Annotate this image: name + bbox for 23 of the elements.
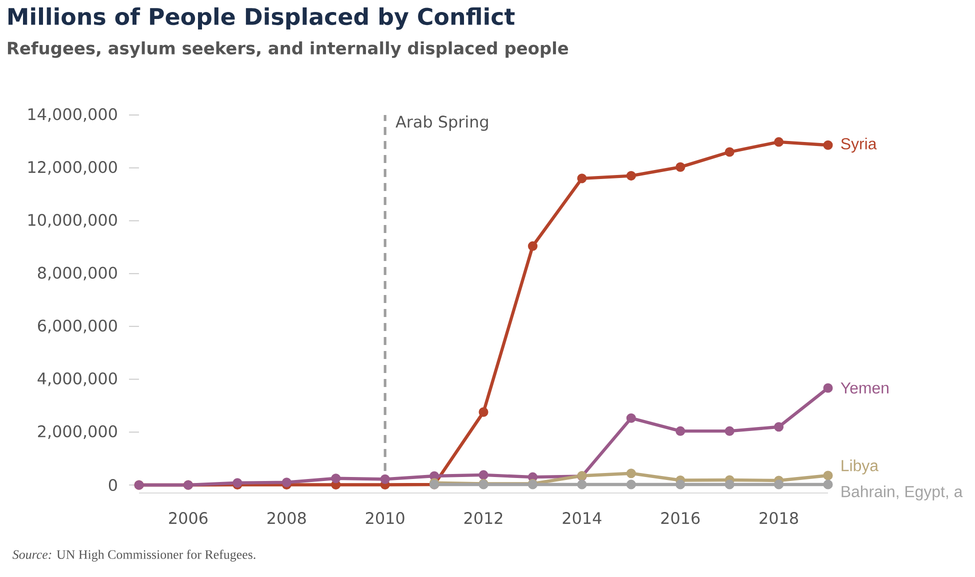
- y-tick-label: 0: [108, 478, 117, 492]
- series-label: Syria: [841, 138, 877, 153]
- y-tick-label: 4,000,000: [38, 372, 117, 386]
- y-tick-label: 6,000,000: [38, 320, 117, 334]
- text: Source: UN High Commissioner for Refugees.: [12, 550, 256, 562]
- x-tick-label: 2014: [562, 512, 602, 524]
- y-tick-label: 14,000,000: [28, 108, 117, 122]
- x-tick-label: 2016: [661, 512, 700, 524]
- x-tick-label: 2018: [760, 512, 798, 524]
- y-tick-label: 12,000,000: [28, 161, 117, 175]
- ref-line-label: Arab Spring: [396, 115, 488, 131]
- chart-subtitle: Refugees, asylum seekers, and internally displaced people: [8, 41, 568, 58]
- x-tick-label: 2008: [268, 512, 306, 524]
- series-label: Libya: [842, 460, 879, 474]
- y-tick-label: 8,000,000: [38, 266, 117, 280]
- x-tick-label: 2010: [366, 512, 404, 524]
- y-tick-label: 10,000,000: [28, 214, 117, 228]
- chart-title: Millions of People Displaced by Conflict: [8, 7, 515, 30]
- series-label: Bahrain, Egypt, a: [842, 486, 963, 500]
- x-tick-label: 2006: [169, 512, 208, 524]
- x-tick-label: 2012: [464, 512, 502, 524]
- y-tick-label: 2,000,000: [38, 425, 117, 439]
- series-label: Yemen: [840, 382, 888, 394]
